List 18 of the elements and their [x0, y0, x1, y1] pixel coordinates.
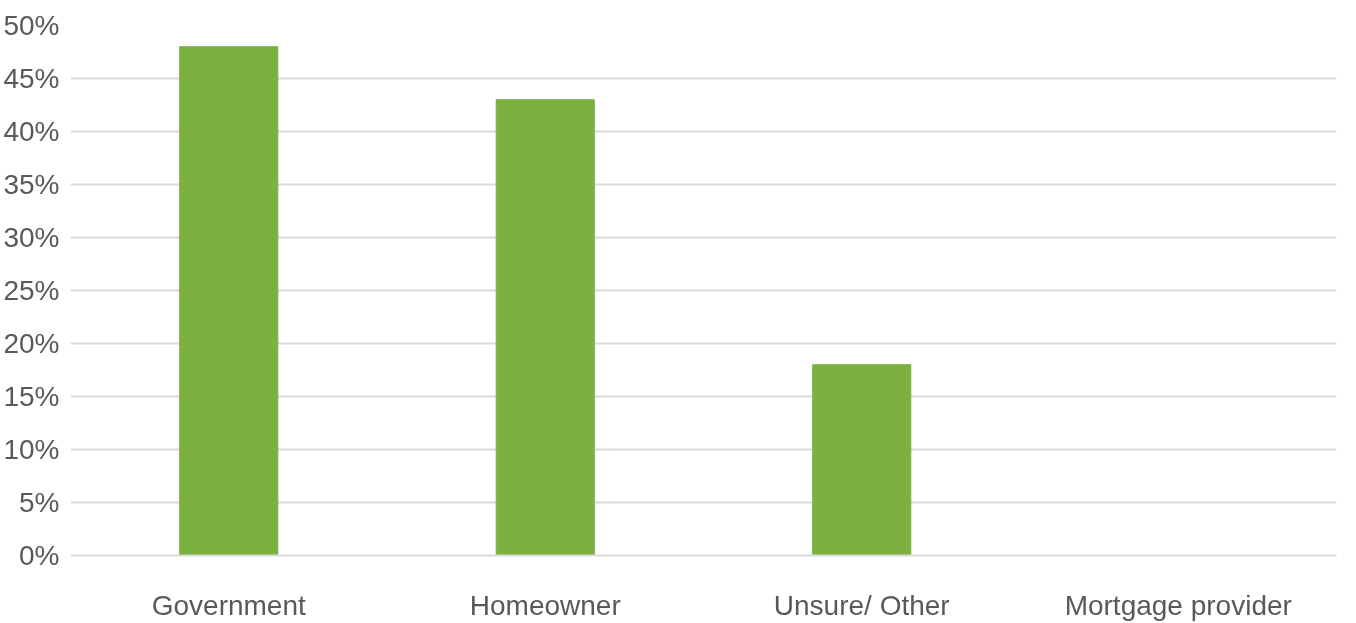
y-tick-label: 25% — [3, 275, 60, 306]
x-tick-label: Mortgage provider — [1064, 589, 1292, 621]
y-tick-label: 5% — [19, 487, 60, 518]
x-tick-label: Homeowner — [469, 589, 621, 621]
y-tick-label: 30% — [3, 222, 60, 253]
y-tick-label: 45% — [3, 63, 60, 94]
y-tick-label: 10% — [3, 434, 60, 465]
y-tick-label: 50% — [3, 10, 60, 41]
x-tick-label: Government — [151, 589, 306, 621]
y-tick-label: 20% — [3, 328, 60, 359]
bar — [179, 46, 279, 556]
y-tick-label: 40% — [3, 116, 60, 147]
bar — [495, 99, 595, 556]
x-tick-label: Unsure/ Other — [773, 589, 950, 621]
y-tick-label: 35% — [3, 169, 60, 200]
y-tick-label: 0% — [19, 540, 60, 571]
bar — [812, 364, 912, 556]
y-tick-label: 15% — [3, 381, 60, 412]
